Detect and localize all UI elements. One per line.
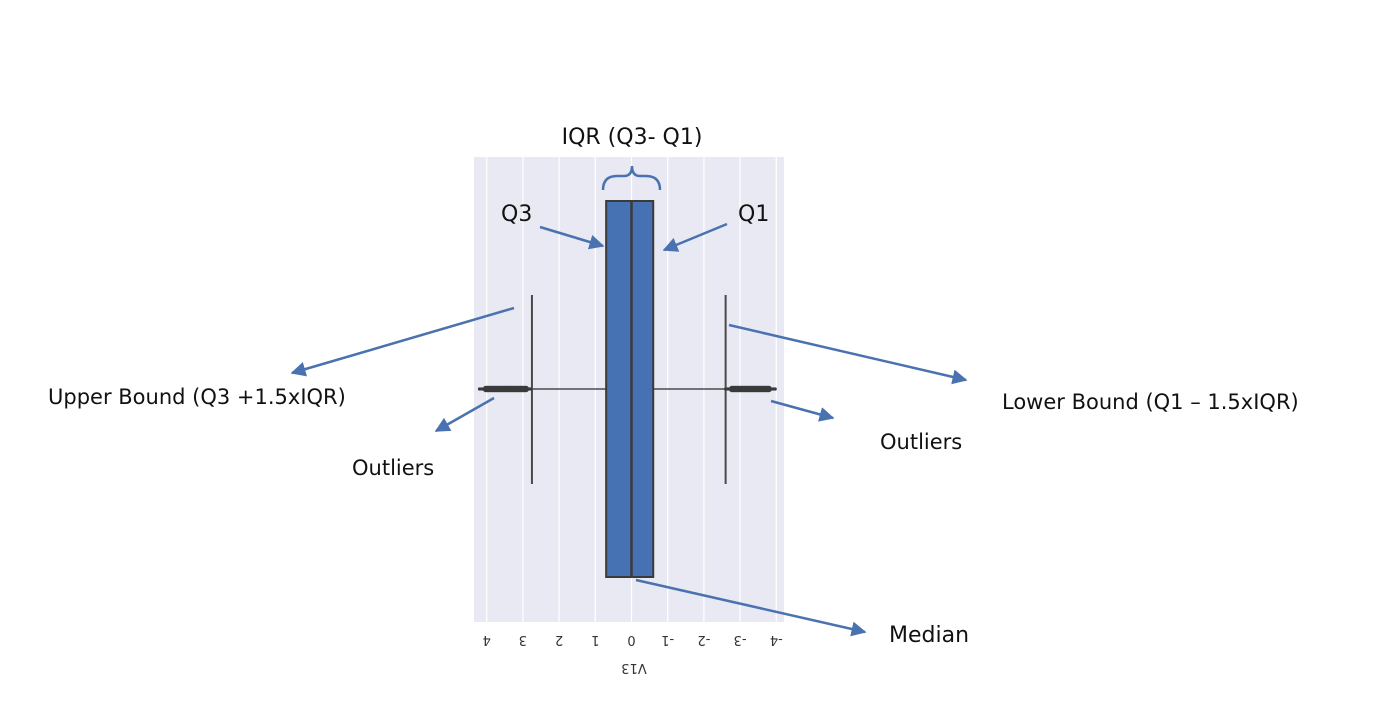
iqr-brace [601, 165, 662, 191]
tick-label: -4 [770, 632, 783, 647]
outlier-point [773, 387, 777, 391]
lower-bound-arrow [728, 323, 968, 385]
outlier-point [529, 387, 533, 391]
x-axis-label: V13 [621, 660, 646, 675]
iqr-box [605, 200, 655, 578]
tick-label: -2 [697, 632, 710, 647]
lower-bound-label: Lower Bound (Q1 – 1.5xIQR) [1002, 390, 1299, 414]
boxplot [477, 200, 777, 578]
tick-label: -1 [661, 632, 674, 647]
q1-label: Q1 [738, 202, 769, 227]
outlier-points [477, 385, 777, 393]
outliers-left-arrow [434, 396, 495, 433]
q1-arrow [662, 222, 728, 252]
tick-label: -3 [734, 632, 747, 647]
median-arrow [635, 578, 867, 637]
outliers-left-label: Outliers [352, 456, 434, 480]
upper-bound-label: Upper Bound (Q3 +1.5xIQR) [48, 385, 346, 409]
tick-label: 4 [483, 632, 491, 647]
median-label: Median [889, 623, 969, 648]
iqr-label: IQR (Q3- Q1) [562, 125, 703, 150]
axis-tick-labels: 4 3 2 1 0 -1 -2 -3 -4 [483, 632, 783, 647]
tick-label: 0 [627, 632, 635, 647]
tick-label: 1 [591, 632, 599, 647]
q3-arrow [539, 225, 605, 250]
outliers-right-arrow [770, 399, 835, 422]
tick-label: 3 [519, 632, 527, 647]
q3-label: Q3 [501, 202, 532, 227]
outliers-right-label: Outliers [880, 430, 962, 454]
upper-bound-arrow [290, 306, 515, 377]
tick-label: 2 [555, 632, 563, 647]
annotation-arrows [290, 222, 968, 637]
